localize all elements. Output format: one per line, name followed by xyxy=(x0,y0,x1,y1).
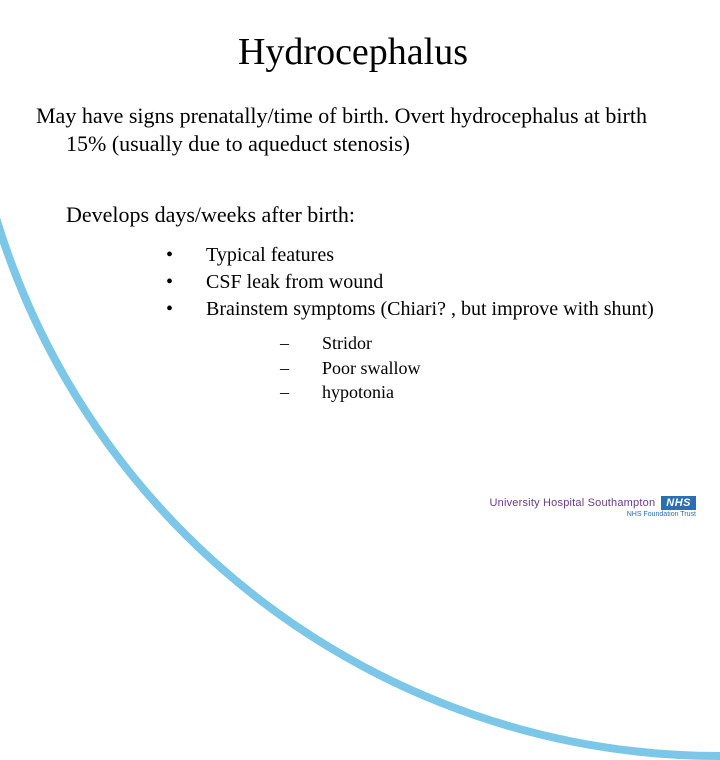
slide-title: Hydrocephalus xyxy=(36,30,670,74)
dash-list: Stridor Poor swallow hypotonia xyxy=(280,331,670,404)
sub-heading: Develops days/weeks after birth: xyxy=(66,202,670,228)
slide-content: Hydrocephalus May have signs prenatally/… xyxy=(0,0,720,540)
logo-subtext: NHS Foundation Trust xyxy=(489,511,696,518)
list-item: Brainstem symptoms (Chiari? , but improv… xyxy=(166,296,670,323)
logo-text: University Hospital Southampton xyxy=(489,497,655,509)
list-item: Poor swallow xyxy=(280,356,670,380)
logo-row: University Hospital Southampton NHS xyxy=(489,496,696,510)
logo-hospital-name: University Hospital Southampton xyxy=(489,497,655,509)
intro-paragraph: May have signs prenatally/time of birth.… xyxy=(66,102,670,158)
footer-logo: University Hospital Southampton NHS NHS … xyxy=(489,493,696,518)
list-item: Typical features xyxy=(166,242,670,269)
list-item: hypotonia xyxy=(280,380,670,404)
list-item: CSF leak from wound xyxy=(166,269,670,296)
list-item: Stridor xyxy=(280,331,670,355)
bullet-list: Typical features CSF leak from wound Bra… xyxy=(166,242,670,323)
nhs-badge: NHS xyxy=(661,496,696,510)
